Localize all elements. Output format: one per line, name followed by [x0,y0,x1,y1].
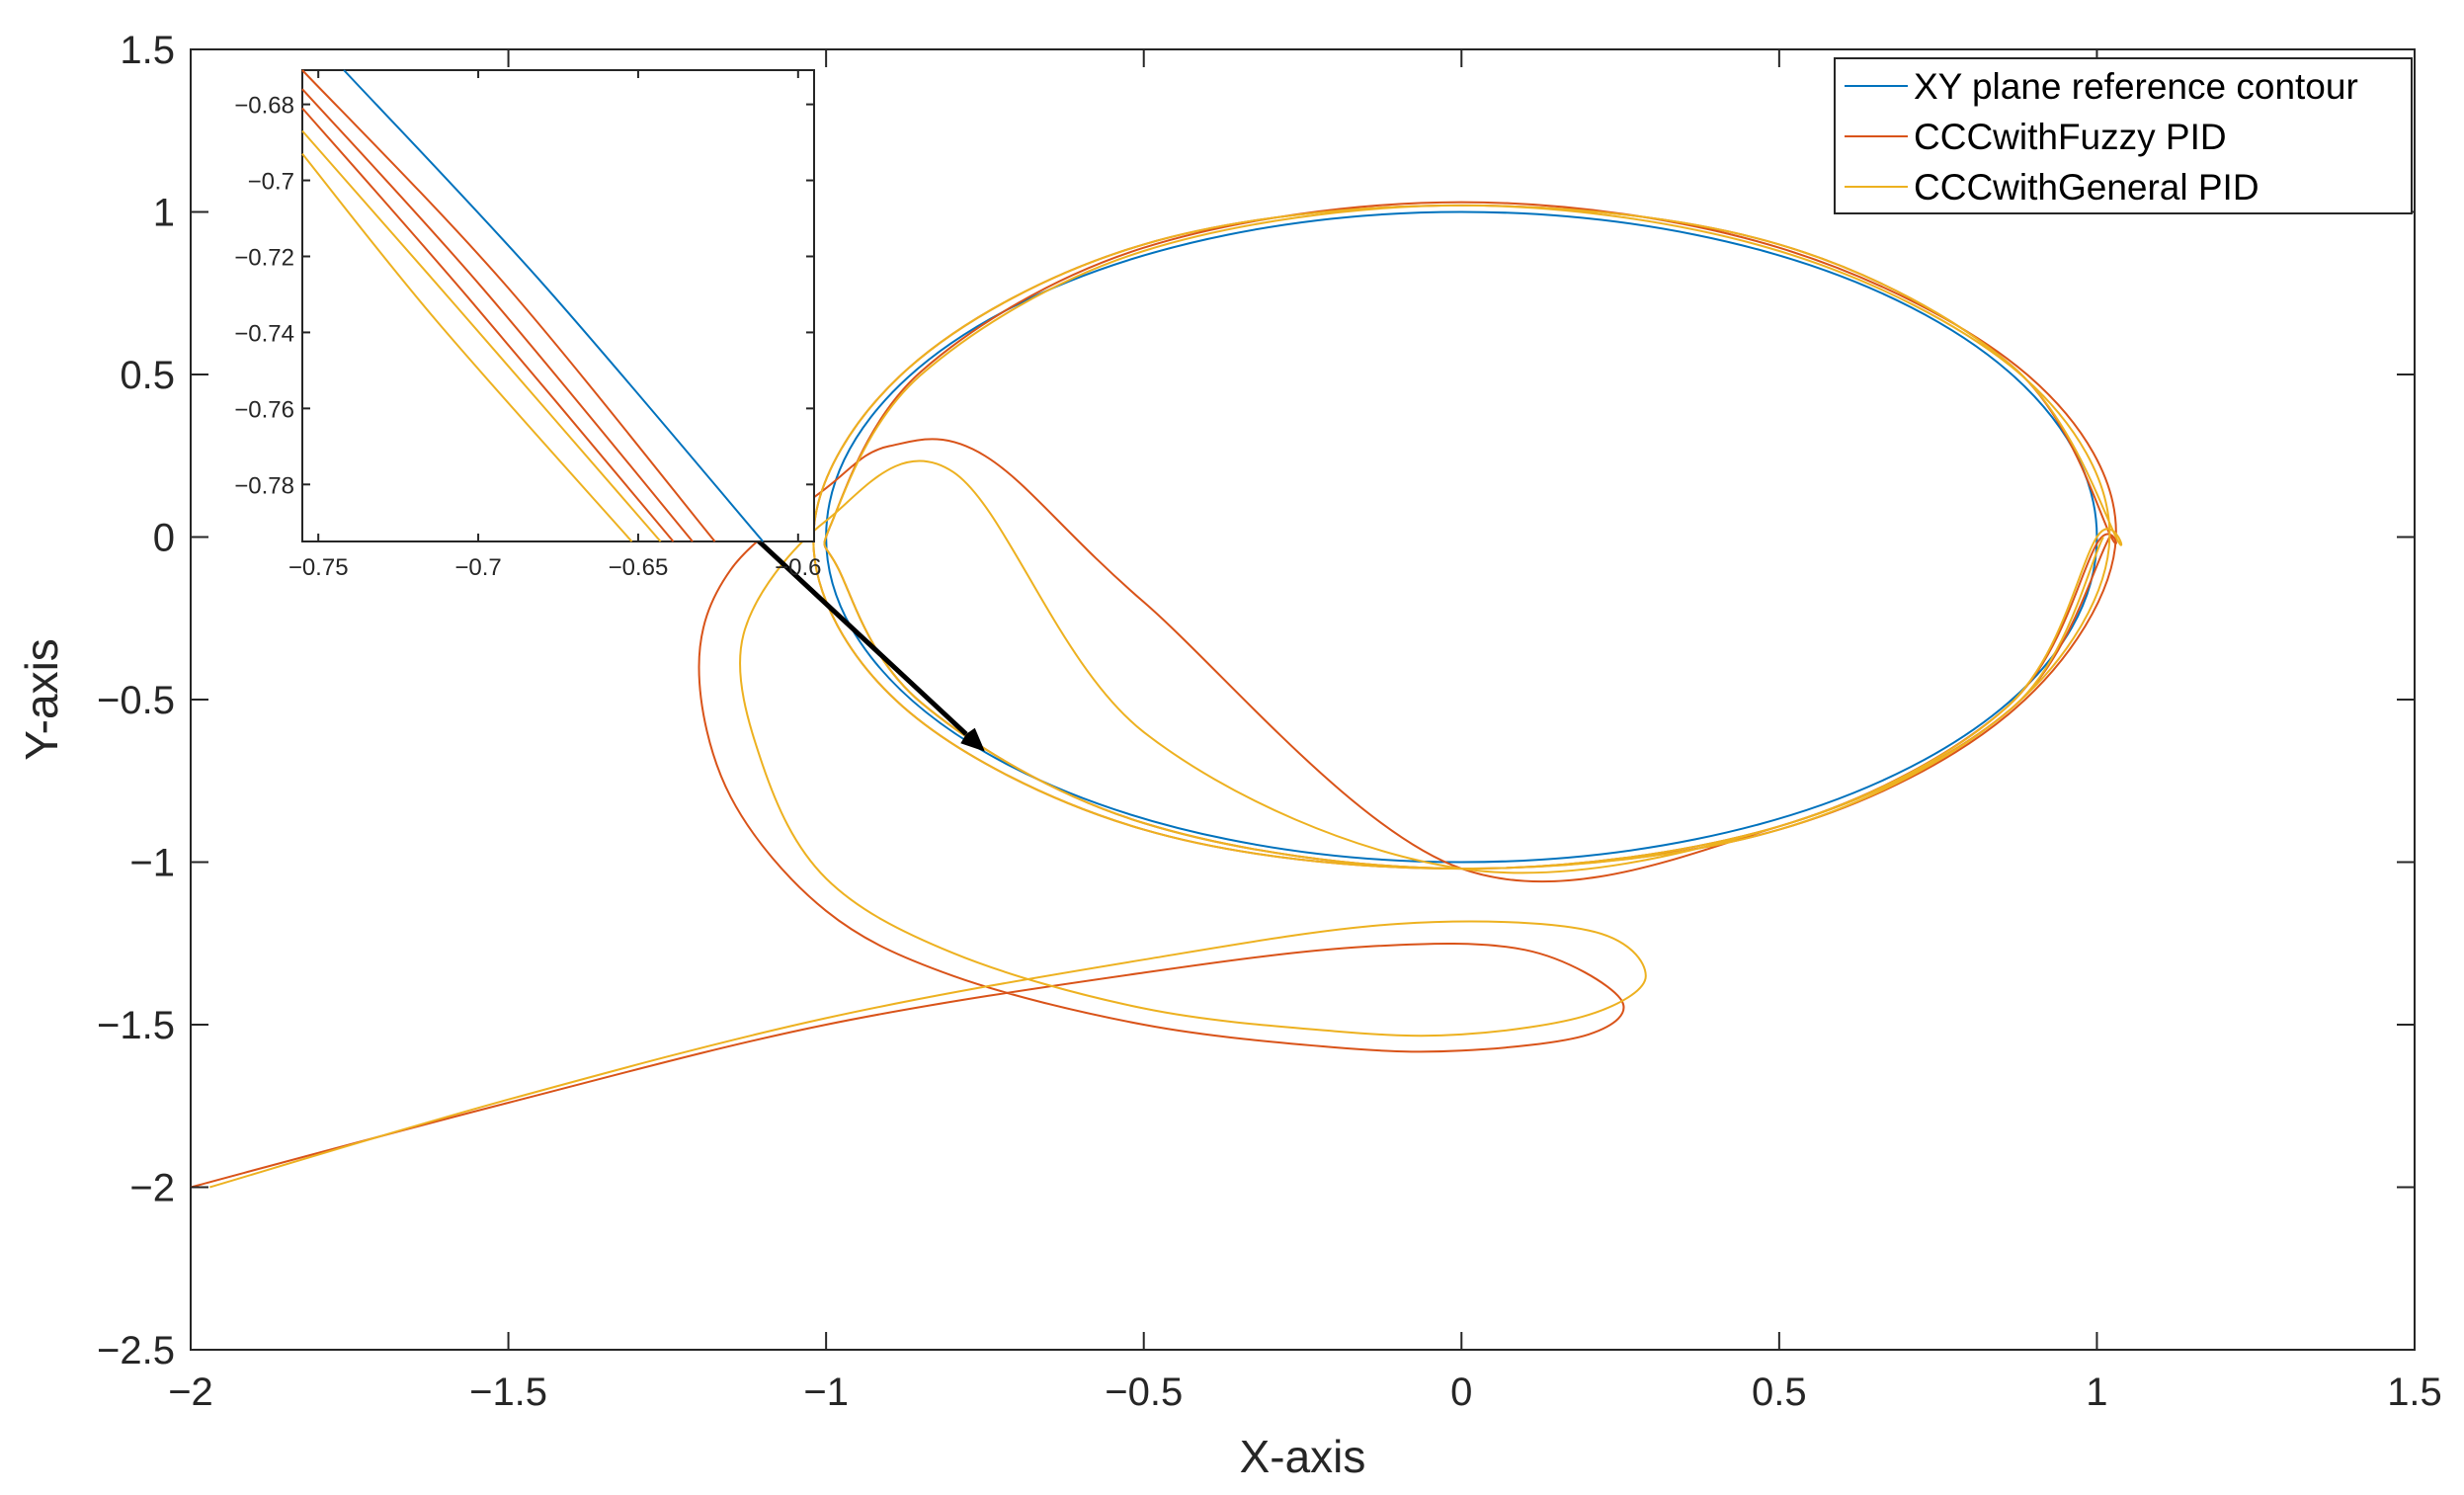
x-tick-label: 1.5 [2387,1370,2442,1414]
inset-x-tick-label: −0.6 [775,554,821,581]
legend-label-general-pid: CCCwithGeneral PID [1914,167,2259,208]
x-tick-label: −2 [168,1370,213,1414]
x-tick-label: 0.5 [1752,1370,1807,1414]
arrow-head [960,727,985,752]
inset-y-tick-label: −0.68 [234,93,294,120]
series-line-cccwithgeneral-pid [209,204,2123,1189]
y-tick-label: 1 [153,192,175,235]
inset-ticks-group: −0.75 −0.7 −0.65 −0.6 −0.78 −0.76 −0.74 −0.72 −0… [234,70,822,581]
inset-y-tick-label: −0.7 [248,169,294,196]
inset-x-tick-label: −0.75 [288,554,349,581]
inset-series-line-cccwithfuzzy-pid [301,88,694,542]
inset-series-line-xy-plane-reference-contour [343,69,764,542]
y-tick-label: 1.5 [120,29,175,72]
y-tick-label: 0 [153,517,175,560]
inset-series-line-cccwithgeneral-pid [301,129,662,542]
legend-box [1834,57,2413,214]
inset-plot: −0.75 −0.7 −0.65 −0.6 −0.78 −0.76 −0.74 −0.72 −0… [234,69,822,581]
x-tick-label: −0.5 [1105,1370,1183,1414]
legend-entry-reference: XY plane reference contour [1845,66,2358,107]
main-ticks-group: −2 −1.5 −1 −0.5 0 0.5 1 1.5−2.5−2−1.5−1−0.500.5… [97,29,2442,1414]
inset-series-group [301,69,764,542]
y-tick-label: −2.5 [97,1329,175,1372]
x-tick-label: −1 [803,1370,849,1414]
inset-y-tick-label: −0.72 [234,244,294,271]
inset-y-tick-label: −0.74 [234,320,294,347]
x-tick-label: 0 [1450,1370,1472,1414]
legend-label-reference: XY plane reference contour [1914,66,2358,107]
legend-entry-general-pid: CCCwithGeneral PID [1845,167,2259,208]
inset-series-line-cccwithgeneral-pid [301,152,633,542]
y-tick-label: −2 [129,1167,175,1210]
y-tick-label: −1.5 [97,1004,175,1047]
legend-label-fuzzy-pid: CCCwithFuzzy PID [1914,117,2227,157]
y-tick-label: 0.5 [120,354,175,397]
inset-series-line-cccwithfuzzy-pid [301,107,675,542]
inset-y-tick-label: −0.78 [234,472,294,499]
inset-x-tick-label: −0.65 [609,554,669,581]
inset-x-tick-label: −0.7 [454,554,501,581]
inset-plot-frame [301,69,815,542]
y-axis-label: Y-axis [16,638,67,761]
inset-series-line-cccwithfuzzy-pid [301,69,716,542]
y-tick-label: −0.5 [97,679,175,722]
inset-y-tick-label: −0.76 [234,396,294,423]
main-series-group [190,201,2123,1189]
x-tick-label: 1 [2086,1370,2107,1414]
x-tick-label: −1.5 [469,1370,547,1414]
y-tick-label: −1 [129,842,175,885]
x-axis-label: X-axis [1240,1431,1366,1482]
legend: XY plane reference contour CCCwithFuzzy … [1834,57,2413,214]
legend-entry-fuzzy-pid: CCCwithFuzzy PID [1845,117,2227,157]
